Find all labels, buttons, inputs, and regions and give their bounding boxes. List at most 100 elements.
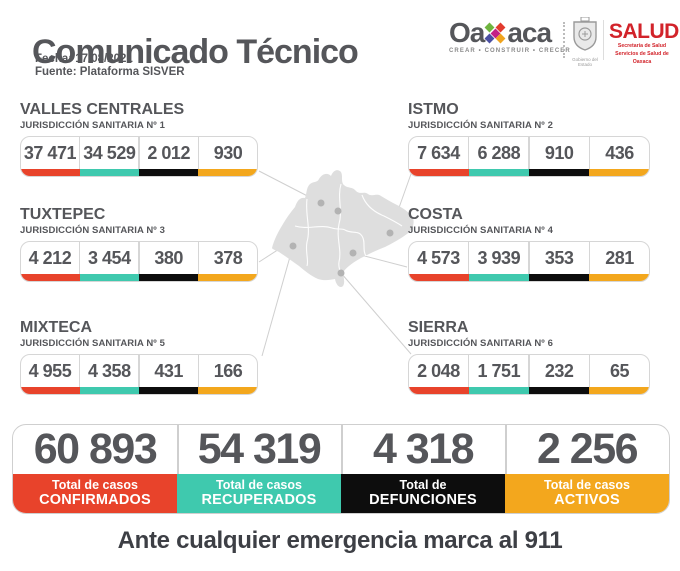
region-statbox: 7 634 6 288 910 436 <box>408 136 650 177</box>
state-crest: Gobierno del Estado <box>570 16 600 67</box>
region-name: ISTMO <box>408 101 459 118</box>
confirmed-value: 37 471 <box>23 142 77 163</box>
dot-istmo <box>386 229 394 237</box>
color-bands <box>21 274 257 281</box>
total-label-line2: RECUPERADOS <box>201 492 317 509</box>
color-bands <box>409 169 649 176</box>
cell-divider <box>78 137 81 169</box>
cell-divider <box>138 355 140 387</box>
region-istmo: ISTMO JURISDICCIÓN SANITARIA Nº 2 7 634 … <box>408 101 650 177</box>
color-bands <box>409 387 649 394</box>
region-mixteca: MIXTECA JURISDICCIÓN SANITARIA Nº 5 4 95… <box>20 319 258 395</box>
cell-divider <box>197 137 200 169</box>
total-label-line1: Total de casos <box>544 478 630 493</box>
cell-divider <box>197 242 200 274</box>
deaths-value: 232 <box>544 360 574 381</box>
total-label-line1: Total de <box>399 478 447 493</box>
color-bands <box>21 387 257 394</box>
region-statbox: 4 212 3 454 380 378 <box>20 241 258 282</box>
totals-divider <box>505 425 507 474</box>
source-value: Plataforma SISVER <box>76 66 185 78</box>
cell-divider <box>78 355 81 387</box>
active-value: 436 <box>605 142 634 163</box>
oaxaca-x-icon <box>484 20 506 44</box>
region-name: VALLES CENTRALES <box>20 101 185 118</box>
active-value: 281 <box>605 247 634 268</box>
oaxaca-logo-right-text: aca <box>507 17 552 48</box>
total-confirmed-value: 60 893 <box>33 425 158 473</box>
dot-valles-centrales <box>317 199 325 207</box>
region-jurisdiction: JURISDICCIÓN SANITARIA Nº 6 <box>408 338 553 349</box>
logo-separator <box>603 20 604 60</box>
recovered-value: 4 358 <box>88 360 131 381</box>
total-active-value: 2 256 <box>536 425 639 473</box>
region-statbox: 4 573 3 939 353 281 <box>408 241 650 282</box>
oaxaca-logo: Oa aca CREAR • CONSTRUIR • CRECER <box>449 17 571 55</box>
connector-sierra <box>340 272 412 355</box>
total-active: 2 256 Total de casos ACTIVOS <box>505 425 669 513</box>
region-jurisdiction: JURISDICCIÓN SANITARIA Nº 4 <box>408 225 553 236</box>
dot-mixteca <box>289 242 297 250</box>
total-label-line1: Total de casos <box>216 478 302 493</box>
salud-logo: SALUD Secretaría de Salud Servicios de S… <box>609 20 679 66</box>
cell-divider <box>588 242 591 274</box>
confirmed-value: 4 212 <box>28 247 72 268</box>
dot-tuxtepec <box>334 207 342 215</box>
confirmed-value: 4 955 <box>28 360 72 381</box>
crest-caption: Gobierno del Estado <box>572 57 598 67</box>
oaxaca-state-shape <box>272 170 414 288</box>
total-recovered-label: Total de casos RECUPERADOS <box>177 474 341 513</box>
deaths-value: 431 <box>154 360 183 381</box>
salud-title: SALUD <box>609 20 679 43</box>
color-bands <box>409 274 649 281</box>
date-line: Fecha: 17/08/2021 <box>35 53 133 65</box>
active-value: 65 <box>610 360 630 381</box>
region-statbox: 2 048 1 751 232 65 <box>408 354 650 395</box>
total-deaths: 4 318 Total de DEFUNCIONES <box>341 425 505 513</box>
deaths-value: 2 012 <box>147 142 190 163</box>
page-title: Comunicado Técnico <box>32 32 359 71</box>
deaths-value: 353 <box>544 247 574 268</box>
region-jurisdiction: JURISDICCIÓN SANITARIA Nº 1 <box>20 120 165 131</box>
recovered-value: 1 751 <box>477 360 521 381</box>
source-label: Fuente: <box>35 66 77 78</box>
crest-shield-icon <box>573 16 597 51</box>
dotted-separator <box>563 22 565 58</box>
cell-divider <box>467 242 470 274</box>
cell-divider <box>467 137 470 169</box>
diamond-yellow <box>495 33 506 44</box>
cell-divider <box>467 355 470 387</box>
region-sierra: SIERRA JURISDICCIÓN SANITARIA Nº 6 2 048… <box>408 319 650 395</box>
total-recovered: 54 319 Total de casos RECUPERADOS <box>177 425 341 513</box>
cell-divider <box>138 242 140 274</box>
date-value: 17/08/2021 <box>72 53 133 65</box>
active-value: 166 <box>213 360 243 381</box>
date-label: Fecha: <box>35 53 73 65</box>
region-jurisdiction: JURISDICCIÓN SANITARIA Nº 2 <box>408 120 553 131</box>
region-jurisdiction: JURISDICCIÓN SANITARIA Nº 3 <box>20 225 165 236</box>
total-active-label: Total de casos ACTIVOS <box>505 474 669 513</box>
recovered-value: 3 454 <box>88 247 131 268</box>
region-tuxtepec: TUXTEPEC JURISDICCIÓN SANITARIA Nº 3 4 2… <box>20 206 258 282</box>
recovered-value: 3 939 <box>477 247 521 268</box>
total-label-line2: CONFIRMADOS <box>39 492 151 509</box>
cell-divider <box>528 242 530 274</box>
region-name: MIXTECA <box>20 319 92 336</box>
salud-subtitle-1: Secretaría de Salud <box>617 43 667 49</box>
dot-sierra <box>337 269 345 277</box>
region-name: COSTA <box>408 206 463 223</box>
total-deaths-label: Total de DEFUNCIONES <box>341 474 505 513</box>
oaxaca-logo-left-text: Oa <box>449 17 485 48</box>
total-confirmed-label: Total de casos CONFIRMADOS <box>13 474 177 513</box>
region-name: TUXTEPEC <box>20 206 106 223</box>
district-borders <box>294 183 403 274</box>
total-confirmed: 60 893 Total de casos CONFIRMADOS <box>13 425 177 513</box>
active-value: 378 <box>213 247 243 268</box>
cell-divider <box>588 355 591 387</box>
state-totals: 60 893 Total de casos CONFIRMADOS 54 319… <box>12 424 670 514</box>
cell-divider <box>528 137 530 169</box>
total-deaths-value: 4 318 <box>372 425 475 473</box>
totals-divider <box>341 425 343 474</box>
